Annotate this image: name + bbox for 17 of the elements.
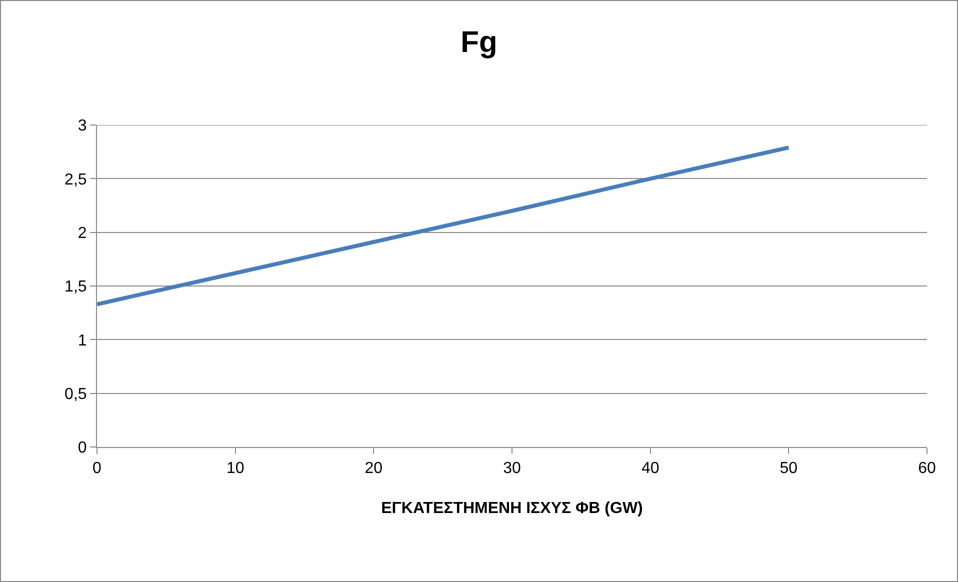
x-tick-label: 50 [780, 460, 798, 478]
x-tick-label: 20 [364, 460, 383, 478]
x-axis-title: ΕΓΚΑΤΕΣΤΗΜΕΝΗ ΙΣΧΥΣ ΦΒ (GW) [381, 500, 643, 517]
x-tick-label: 10 [226, 460, 244, 478]
line-series [97, 146, 791, 306]
y-tick-label: 2,5 [64, 171, 87, 188]
chart-title: Fg [460, 26, 498, 60]
x-tick-label: 40 [641, 460, 660, 478]
x-tick-label: 60 [918, 460, 936, 478]
y-tick-label: 1 [78, 332, 87, 350]
y-tick-label: 0 [78, 440, 87, 457]
x-tick-label: 0 [92, 460, 102, 478]
y-tick-label: 1,5 [64, 278, 87, 296]
y-tick-label: 2 [78, 224, 87, 242]
x-tick-label: 30 [503, 460, 521, 478]
y-tick-label: 3 [78, 118, 87, 135]
y-tick-label: 0,5 [64, 386, 87, 403]
